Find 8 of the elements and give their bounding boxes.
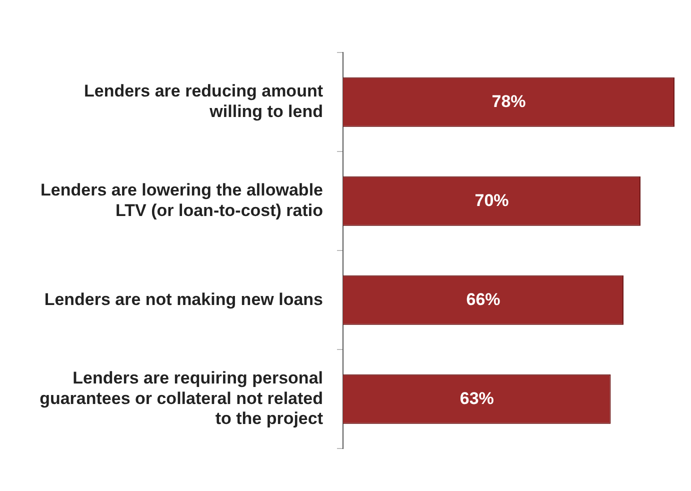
data-label: 63%: [460, 388, 494, 408]
y-tick-label: Lenders are lowering the allowable LTV (or loan-to-cost) ratio: [40, 180, 323, 220]
y-tick-label: Lenders are not making new loans: [44, 290, 323, 309]
data-label: 70%: [474, 190, 509, 210]
data-label: 78%: [492, 92, 526, 111]
data-label: 66%: [466, 290, 500, 309]
y-tick-label: Lenders are reducing amount willing to lend: [84, 82, 324, 121]
y-tick-label: Lenders are requiring personal guarantees or collateral not related to the project: [40, 368, 324, 428]
